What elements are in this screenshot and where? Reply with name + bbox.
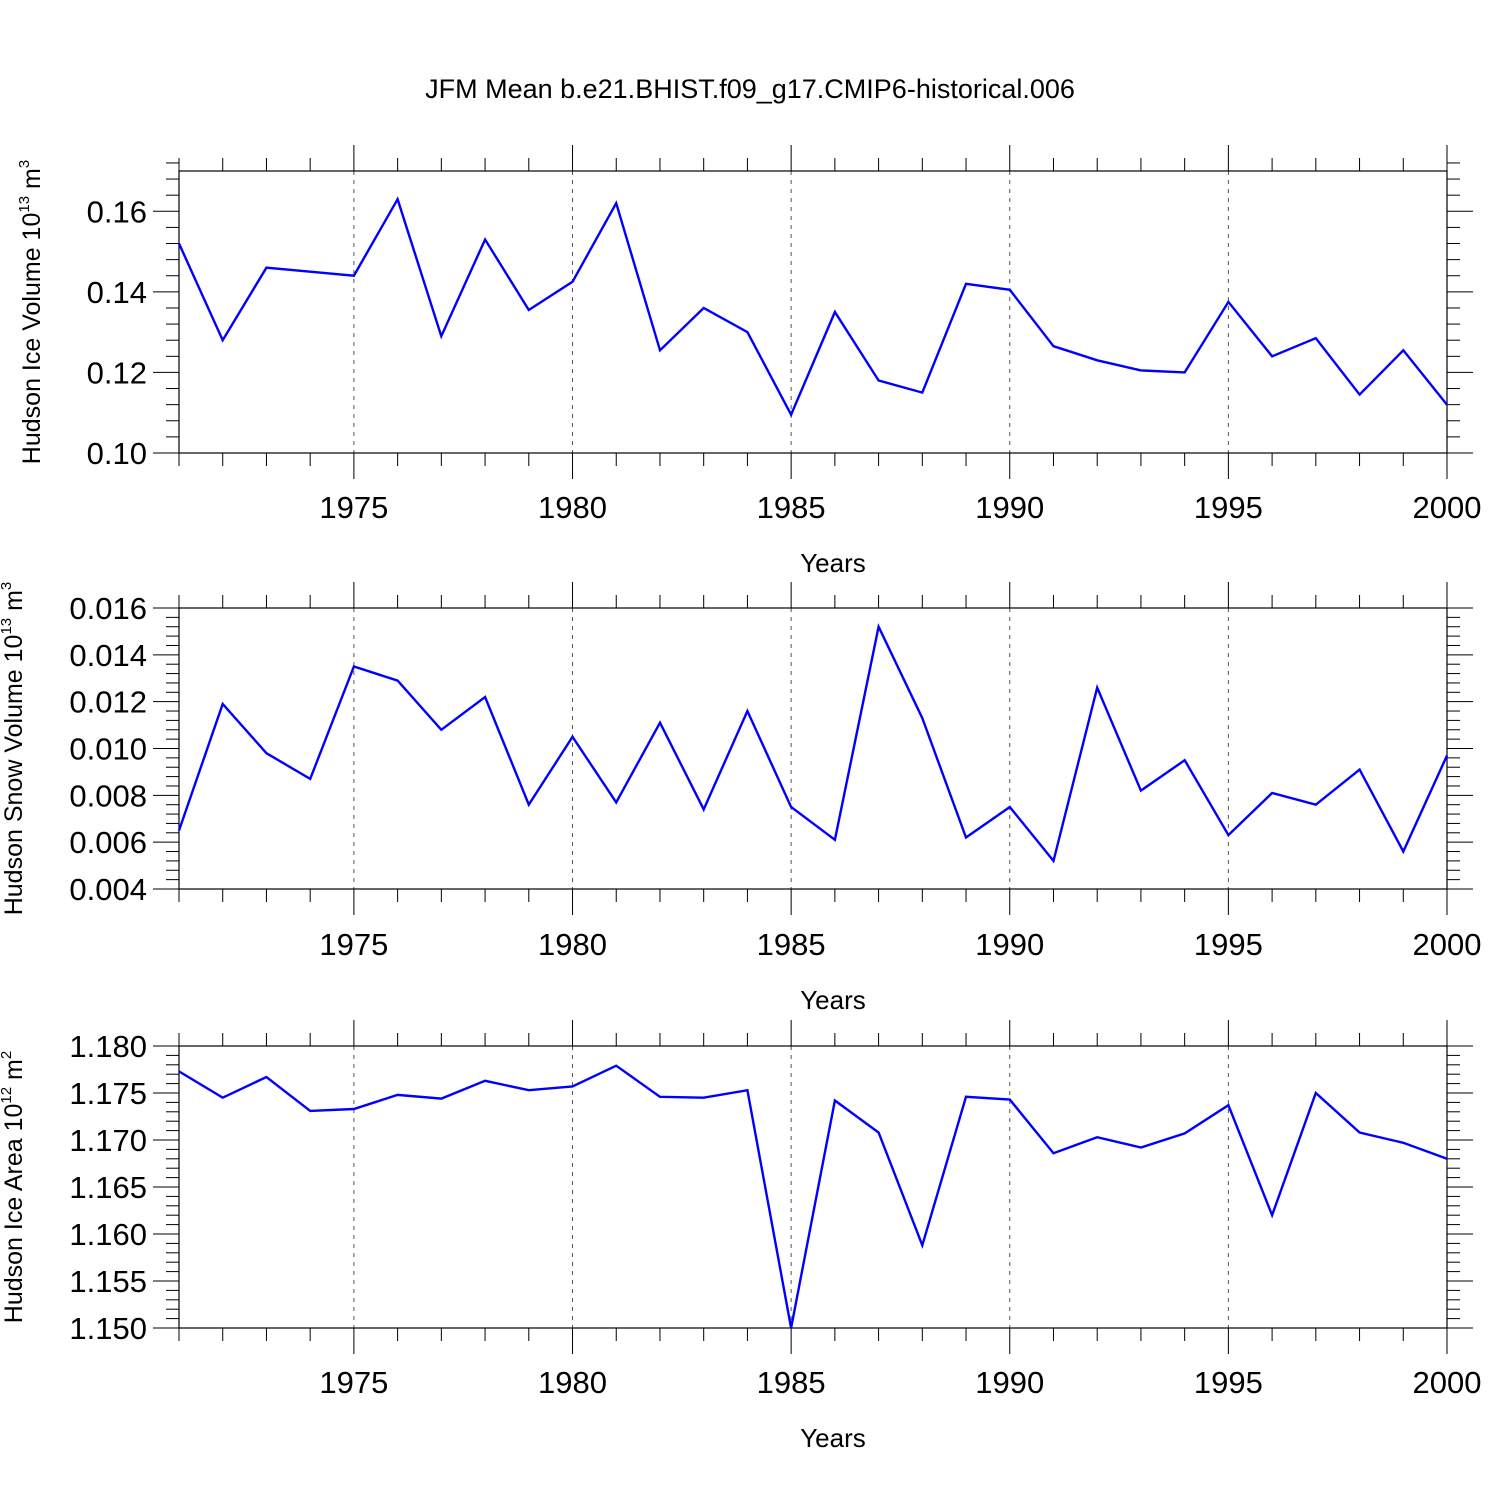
x-tick-label: 1985 bbox=[757, 927, 826, 962]
x-tick-label: 1980 bbox=[538, 1365, 607, 1400]
x-tick-label: 2000 bbox=[1413, 1365, 1482, 1400]
x-tick-label: 2000 bbox=[1413, 490, 1482, 525]
y-tick-label: 0.16 bbox=[87, 194, 147, 229]
plot-frame bbox=[178, 170, 1448, 454]
y-tick-label: 0.004 bbox=[69, 872, 147, 907]
y-tick-label: 0.012 bbox=[69, 685, 147, 720]
y-tick-label: 0.006 bbox=[69, 825, 147, 860]
y-axis-label: Hudson Snow Volume 1013 m3 bbox=[0, 582, 28, 916]
x-tick-label: 1980 bbox=[538, 490, 607, 525]
y-axis-label: Hudson Ice Area 1012 m2 bbox=[0, 1051, 28, 1323]
x-tick-label: 1995 bbox=[1194, 927, 1263, 962]
y-tick-label: 1.155 bbox=[69, 1264, 147, 1299]
y-tick-label: 1.180 bbox=[69, 1029, 147, 1064]
chart-title: JFM Mean b.e21.BHIST.f09_g17.CMIP6-histo… bbox=[425, 74, 1075, 104]
series-line bbox=[178, 1064, 1448, 1329]
x-tick-label: 1990 bbox=[975, 1365, 1044, 1400]
y-tick-label: 1.170 bbox=[69, 1123, 147, 1158]
x-tick-label: 1990 bbox=[975, 927, 1044, 962]
x-tick-label: 1975 bbox=[319, 490, 388, 525]
y-axis-label: Hudson Ice Volume 1013 m3 bbox=[16, 160, 46, 464]
x-tick-label: 1975 bbox=[319, 1365, 388, 1400]
series-line bbox=[177, 196, 1448, 418]
plot-frame bbox=[178, 1045, 1448, 1329]
x-tick-label: 1995 bbox=[1194, 1365, 1263, 1400]
y-tick-label: 1.165 bbox=[69, 1170, 147, 1205]
x-tick-label: 1985 bbox=[757, 490, 826, 525]
plot-frame bbox=[178, 607, 1448, 890]
x-tick-label: 1975 bbox=[319, 927, 388, 962]
y-tick-label: 0.008 bbox=[69, 778, 147, 813]
y-tick-label: 1.160 bbox=[69, 1217, 147, 1252]
y-tick-label: 0.14 bbox=[87, 275, 147, 310]
chart-panel-3: 1975 1980 1985 1990 1995 2000 1.150 1.155 1.160 1… bbox=[0, 1020, 1481, 1453]
x-tick-label: 1990 bbox=[975, 490, 1044, 525]
y-tick-label: 1.175 bbox=[69, 1076, 147, 1111]
x-tick-label: 2000 bbox=[1413, 927, 1482, 962]
x-tick-label: 1985 bbox=[757, 1365, 826, 1400]
y-tick-label: 0.014 bbox=[69, 638, 147, 673]
y-tick-label: 0.12 bbox=[87, 355, 147, 390]
chart-panel-2: 1975 1980 1985 1990 1995 2000 0.004 0.006 0.008 0… bbox=[0, 582, 1481, 1015]
y-tick-label: 0.016 bbox=[69, 591, 147, 626]
x-axis-label: Years bbox=[800, 1423, 866, 1453]
series-line bbox=[177, 622, 1449, 864]
x-tick-label: 1980 bbox=[538, 927, 607, 962]
y-tick-label: 0.010 bbox=[69, 732, 147, 767]
x-axis-label: Years bbox=[800, 985, 866, 1015]
x-axis-label: Years bbox=[800, 548, 866, 578]
chart-panel-1: 1975 1980 1985 1990 1995 2000 0.10 0.12 0.14 0.16… bbox=[16, 145, 1481, 578]
y-tick-label: 0.10 bbox=[87, 436, 147, 471]
x-tick-label: 1995 bbox=[1194, 490, 1263, 525]
y-tick-label: 1.150 bbox=[69, 1311, 147, 1346]
